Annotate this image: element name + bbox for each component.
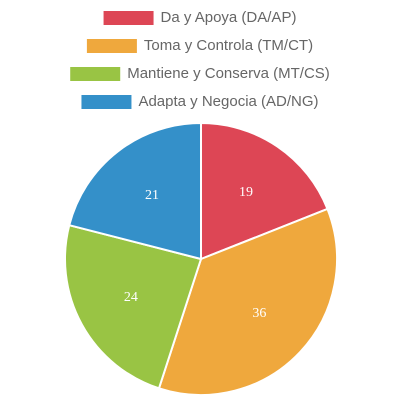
pie-slice — [200, 121, 329, 261]
legend-swatch — [81, 95, 132, 109]
pie-slice — [157, 207, 338, 396]
legend-text: Da y Apoya (DA/AP) — [161, 9, 297, 26]
legend-swatch — [70, 67, 121, 81]
value-label: 19 — [239, 185, 253, 200]
pie-slice — [64, 223, 203, 390]
legend-swatch — [86, 39, 137, 53]
legend-item: Da y Apoya (DA/AP) — [103, 9, 297, 26]
legend-item: Toma y Controla (TM/CT) — [86, 37, 313, 54]
value-label: 36 — [252, 306, 266, 321]
value-label: 24 — [124, 290, 138, 305]
legend-swatch — [103, 11, 154, 25]
value-label: 21 — [145, 188, 159, 203]
legend-item: Adapta y Negocia (AD/NG) — [81, 93, 319, 110]
legend-text: Toma y Controla (TM/CT) — [144, 37, 313, 54]
pie-slice — [68, 121, 202, 261]
legend-text: Adapta y Negocia (AD/NG) — [138, 93, 318, 110]
legend-item: Mantiene y Conserva (MT/CS) — [70, 65, 330, 82]
legend-text: Mantiene y Conserva (MT/CS) — [127, 65, 330, 82]
